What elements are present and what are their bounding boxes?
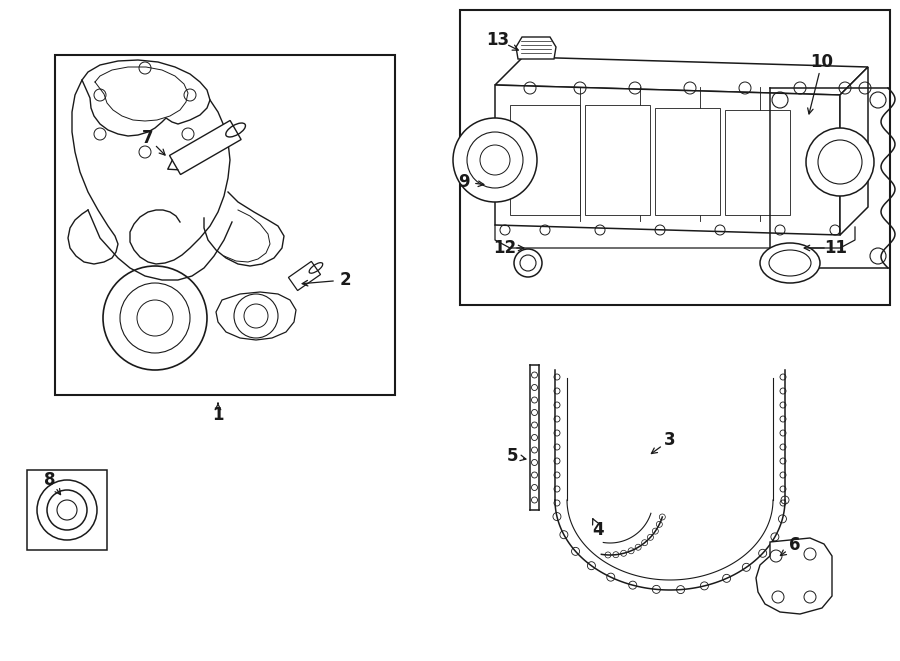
Polygon shape: [585, 105, 650, 215]
Text: 8: 8: [44, 471, 56, 489]
Text: 4: 4: [592, 521, 604, 539]
Polygon shape: [169, 120, 241, 175]
Text: 5: 5: [506, 447, 518, 465]
Text: 2: 2: [339, 271, 351, 289]
Circle shape: [453, 118, 537, 202]
Polygon shape: [840, 67, 868, 235]
Polygon shape: [510, 105, 580, 215]
Text: 10: 10: [811, 53, 833, 71]
Text: 9: 9: [458, 173, 470, 191]
Circle shape: [806, 128, 874, 196]
Text: 6: 6: [789, 536, 801, 554]
Circle shape: [37, 480, 97, 540]
Text: 1: 1: [212, 406, 224, 424]
Text: 7: 7: [142, 129, 154, 147]
Polygon shape: [725, 110, 790, 215]
Polygon shape: [27, 470, 107, 550]
Polygon shape: [756, 538, 832, 614]
Text: 3: 3: [664, 431, 676, 449]
Text: 11: 11: [824, 239, 848, 257]
Circle shape: [514, 249, 542, 277]
Polygon shape: [516, 37, 556, 59]
Text: 12: 12: [493, 239, 517, 257]
Polygon shape: [495, 85, 840, 235]
Bar: [55, 55, 395, 395]
Polygon shape: [495, 57, 868, 95]
Bar: [460, 10, 890, 305]
Text: 13: 13: [486, 31, 509, 49]
Ellipse shape: [760, 243, 820, 283]
Polygon shape: [655, 108, 720, 215]
